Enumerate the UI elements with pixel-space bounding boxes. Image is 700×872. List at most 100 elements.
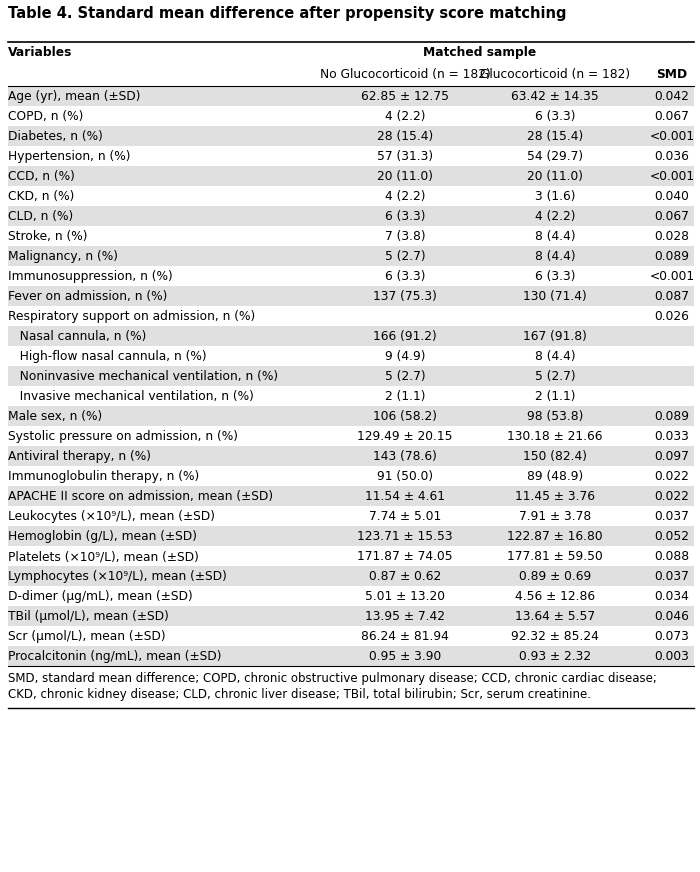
Text: APACHE II score on admission, mean (±SD): APACHE II score on admission, mean (±SD) [8,490,273,503]
Text: 143 (78.6): 143 (78.6) [373,450,437,463]
Text: 171.87 ± 74.05: 171.87 ± 74.05 [357,550,453,563]
Bar [8,506,694,526]
Bar [8,426,694,446]
Text: 0.052: 0.052 [654,530,690,543]
Bar [8,646,694,666]
Text: <0.001: <0.001 [650,130,694,143]
Text: 123.71 ± 15.53: 123.71 ± 15.53 [357,530,453,543]
Text: 6 (3.3): 6 (3.3) [535,110,575,123]
Text: 106 (58.2): 106 (58.2) [373,410,437,423]
Bar [8,466,694,486]
Bar [8,386,694,406]
Bar [8,106,694,126]
Text: 86.24 ± 81.94: 86.24 ± 81.94 [361,630,449,643]
Text: 13.95 ± 7.42: 13.95 ± 7.42 [365,610,445,623]
Text: Scr (µmol/L), mean (±SD): Scr (µmol/L), mean (±SD) [8,630,166,643]
Bar [8,126,694,146]
Bar [8,286,694,306]
Text: 13.64 ± 5.57: 13.64 ± 5.57 [515,610,595,623]
Text: CKD, n (%): CKD, n (%) [8,190,74,203]
Text: 28 (15.4): 28 (15.4) [527,130,583,143]
Text: 62.85 ± 12.75: 62.85 ± 12.75 [361,90,449,103]
Text: Glucocorticoid (n = 182): Glucocorticoid (n = 182) [480,68,630,81]
Text: 5.01 ± 13.20: 5.01 ± 13.20 [365,590,445,603]
Text: Malignancy, n (%): Malignancy, n (%) [8,250,118,263]
Bar [8,486,694,506]
Text: 0.034: 0.034 [654,590,690,603]
Text: 129.49 ± 20.15: 129.49 ± 20.15 [357,430,453,443]
Text: 2 (1.1): 2 (1.1) [385,390,426,403]
Bar [8,446,694,466]
Text: 0.033: 0.033 [654,430,690,443]
Text: <0.001: <0.001 [650,170,694,183]
Text: Variables: Variables [8,46,72,59]
Text: 54 (29.7): 54 (29.7) [527,150,583,163]
Text: Immunoglobulin therapy, n (%): Immunoglobulin therapy, n (%) [8,470,199,483]
Text: 0.026: 0.026 [654,310,690,323]
Bar [8,166,694,186]
Text: 0.073: 0.073 [654,630,690,643]
Text: Table 4. Standard mean difference after propensity score matching: Table 4. Standard mean difference after … [8,6,566,21]
Text: 7.74 ± 5.01: 7.74 ± 5.01 [369,510,441,523]
Text: Leukocytes (×10⁹/L), mean (±SD): Leukocytes (×10⁹/L), mean (±SD) [8,510,215,523]
Text: Age (yr), mean (±SD): Age (yr), mean (±SD) [8,90,141,103]
Text: 57 (31.3): 57 (31.3) [377,150,433,163]
Bar [8,86,694,106]
Text: 0.95 ± 3.90: 0.95 ± 3.90 [369,650,441,663]
Text: 137 (75.3): 137 (75.3) [373,290,437,303]
Text: 0.022: 0.022 [654,490,690,503]
Text: 0.93 ± 2.32: 0.93 ± 2.32 [519,650,591,663]
Text: 98 (53.8): 98 (53.8) [527,410,583,423]
Text: 0.028: 0.028 [654,230,690,243]
Text: 4 (2.2): 4 (2.2) [535,210,575,223]
Text: 122.87 ± 16.80: 122.87 ± 16.80 [508,530,603,543]
Text: 5 (2.7): 5 (2.7) [385,370,426,383]
Bar [8,246,694,266]
Bar [8,266,694,286]
Text: 0.087: 0.087 [654,290,690,303]
Text: CKD, chronic kidney disease; CLD, chronic liver disease; TBil, total bilirubin; : CKD, chronic kidney disease; CLD, chroni… [8,688,591,701]
Text: 8 (4.4): 8 (4.4) [535,350,575,363]
Text: 6 (3.3): 6 (3.3) [385,210,426,223]
Text: Platelets (×10⁹/L), mean (±SD): Platelets (×10⁹/L), mean (±SD) [8,550,199,563]
Text: 0.003: 0.003 [654,650,690,663]
Text: 0.040: 0.040 [654,190,690,203]
Bar [8,566,694,586]
Text: 166 (91.2): 166 (91.2) [373,330,437,343]
Text: Respiratory support on admission, n (%): Respiratory support on admission, n (%) [8,310,255,323]
Text: 0.022: 0.022 [654,470,690,483]
Text: 63.42 ± 14.35: 63.42 ± 14.35 [511,90,599,103]
Text: 0.089: 0.089 [654,250,690,263]
Text: 177.81 ± 59.50: 177.81 ± 59.50 [507,550,603,563]
Text: Lymphocytes (×10⁹/L), mean (±SD): Lymphocytes (×10⁹/L), mean (±SD) [8,570,227,583]
Text: 0.89 ± 0.69: 0.89 ± 0.69 [519,570,591,583]
Text: 0.067: 0.067 [654,110,690,123]
Text: 8 (4.4): 8 (4.4) [535,250,575,263]
Text: TBil (µmol/L), mean (±SD): TBil (µmol/L), mean (±SD) [8,610,169,623]
Text: 3 (1.6): 3 (1.6) [535,190,575,203]
Bar [8,626,694,646]
Text: 0.037: 0.037 [654,510,690,523]
Text: 91 (50.0): 91 (50.0) [377,470,433,483]
Text: 89 (48.9): 89 (48.9) [527,470,583,483]
Bar [8,606,694,626]
Bar [8,366,694,386]
Bar [8,406,694,426]
Text: Procalcitonin (ng/mL), mean (±SD): Procalcitonin (ng/mL), mean (±SD) [8,650,221,663]
Text: 5 (2.7): 5 (2.7) [385,250,426,263]
Text: 6 (3.3): 6 (3.3) [385,270,426,283]
Bar [8,64,694,86]
Text: SMD: SMD [657,68,687,81]
Text: 6 (3.3): 6 (3.3) [535,270,575,283]
Text: Immunosuppression, n (%): Immunosuppression, n (%) [8,270,173,283]
Text: Nasal cannula, n (%): Nasal cannula, n (%) [8,330,146,343]
Text: 0.87 ± 0.62: 0.87 ± 0.62 [369,570,441,583]
Text: 0.067: 0.067 [654,210,690,223]
Text: Invasive mechanical ventilation, n (%): Invasive mechanical ventilation, n (%) [8,390,254,403]
Text: SMD, standard mean difference; COPD, chronic obstructive pulmonary disease; CCD,: SMD, standard mean difference; COPD, chr… [8,672,657,685]
Text: 167 (91.8): 167 (91.8) [523,330,587,343]
Text: 0.088: 0.088 [654,550,690,563]
Text: No Glucocorticoid (n = 182): No Glucocorticoid (n = 182) [320,68,491,81]
Bar [8,226,694,246]
Bar [8,346,694,366]
